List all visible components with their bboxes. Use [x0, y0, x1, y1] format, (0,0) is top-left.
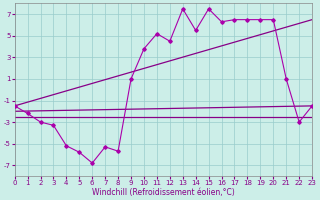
X-axis label: Windchill (Refroidissement éolien,°C): Windchill (Refroidissement éolien,°C) [92, 188, 235, 197]
